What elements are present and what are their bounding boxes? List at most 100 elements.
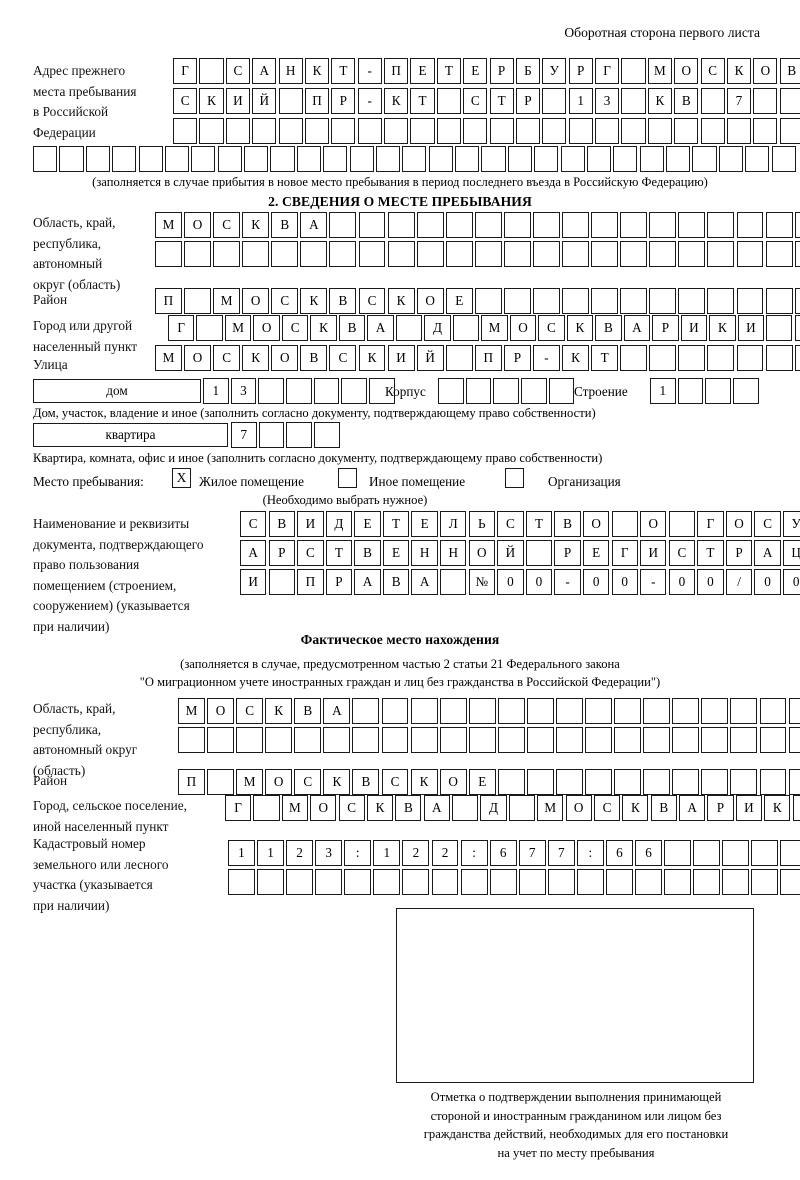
prev-address-row-1-cell-12[interactable]: Р <box>489 58 514 84</box>
section2-street-row-1-cell-18[interactable] <box>678 345 706 371</box>
prev-address-row-4-cell-5[interactable] <box>164 146 190 172</box>
prev-address-row-4-cell-17[interactable] <box>481 146 506 172</box>
prev-address-row-2-cell-16[interactable]: 3 <box>595 88 620 114</box>
cadastral-row-1-cell-9[interactable]: 6 <box>489 840 517 866</box>
flat-number-cells-cell-0[interactable]: 7 <box>231 422 257 448</box>
actual-region-row-1-cell-17[interactable] <box>672 698 700 724</box>
actual-region-row-1-cell-5[interactable]: А <box>323 698 351 724</box>
cadastral-row-1-cell-17[interactable] <box>722 840 750 866</box>
prev-address-row-3-cell-2[interactable] <box>225 118 250 144</box>
section2-region-row-1-cell-18[interactable] <box>678 212 706 238</box>
prev-address-row-2-cell-8[interactable]: К <box>384 88 409 114</box>
prev-address-row-3[interactable] <box>173 118 800 144</box>
cadastral-row-1-cell-11[interactable]: 7 <box>547 840 575 866</box>
cadastral-row-1-cell-14[interactable]: 6 <box>635 840 662 866</box>
section2-city-row-1-cell-17[interactable]: Р <box>652 315 679 341</box>
actual-region-row-1-cell-15[interactable] <box>614 698 642 724</box>
section2-street-row-1-cell-21[interactable] <box>765 345 793 371</box>
prev-address-row-4-cell-3[interactable] <box>112 146 137 172</box>
document-row-2-cell-6[interactable]: Н <box>411 540 438 566</box>
actual-region-row-2-cell-19[interactable] <box>730 727 758 753</box>
actual-region-row-2-cell-7[interactable] <box>381 727 409 753</box>
house-number-cells-cell-6[interactable] <box>369 378 395 404</box>
document-row-3-cell-1[interactable] <box>268 569 295 595</box>
document-row-2-cell-3[interactable]: Т <box>325 540 353 566</box>
actual-region-row-1-cell-10[interactable] <box>468 698 496 724</box>
section2-city-row-1-cell-21[interactable] <box>766 315 793 341</box>
prev-address-row-4-cell-26[interactable] <box>718 146 743 172</box>
stay-option-1-checkbox[interactable] <box>338 468 357 488</box>
prev-address-row-4-cell-12[interactable] <box>349 146 374 172</box>
actual-district-row-1-cell-3[interactable]: О <box>265 769 293 795</box>
section2-district-row-1-cell-9[interactable]: О <box>416 288 444 314</box>
section2-district-row-1-cell-21[interactable] <box>765 288 793 314</box>
prev-address-row-4-cell-28[interactable] <box>771 146 796 172</box>
section2-district-row-1-cell-17[interactable] <box>649 288 677 314</box>
document-row-2-cell-7[interactable]: Н <box>440 540 467 566</box>
document-row-3-cell-12[interactable]: 0 <box>582 569 610 595</box>
cadastral-row-1-cell-13[interactable]: 6 <box>606 840 633 866</box>
prev-address-row-2-cell-4[interactable] <box>278 88 303 114</box>
section2-city-row-1-cell-16[interactable]: А <box>623 315 651 341</box>
actual-region-row-2-cell-5[interactable] <box>323 727 351 753</box>
section2-region-row-2-cell-0[interactable] <box>155 241 182 267</box>
cadastral-row-1-cell-19[interactable] <box>780 840 800 866</box>
section2-street-row-1-cell-2[interactable]: С <box>213 345 241 371</box>
actual-region-row-2-cell-12[interactable] <box>526 727 554 753</box>
cadastral-row-2-cell-10[interactable] <box>518 869 546 895</box>
prev-address-row-4-cell-16[interactable] <box>455 146 480 172</box>
prev-address-row-4-cell-20[interactable] <box>560 146 585 172</box>
prev-address-row-2-cell-12[interactable]: Т <box>489 88 514 114</box>
document-row-2-cell-5[interactable]: Е <box>382 540 410 566</box>
prev-address-row-4-cell-11[interactable] <box>323 146 348 172</box>
flat-number-cells-cell-3[interactable] <box>314 422 340 448</box>
actual-region-row-2-cell-15[interactable] <box>614 727 642 753</box>
actual-region-row-1-cell-18[interactable] <box>701 698 729 724</box>
cadastral-row-2-cell-18[interactable] <box>751 869 779 895</box>
section2-city-row-1-cell-10[interactable] <box>452 315 480 341</box>
cadastral-row-2-cell-12[interactable] <box>576 869 604 895</box>
prev-address-row-2-cell-23[interactable] <box>779 88 800 114</box>
section2-region-row-1-cell-12[interactable] <box>503 212 531 238</box>
prev-address-row-3-cell-3[interactable] <box>252 118 277 144</box>
cadastral-row-1-cell-3[interactable]: 3 <box>315 840 343 866</box>
actual-region-row-2-cell-3[interactable] <box>265 727 293 753</box>
korpus-cells-cell-2[interactable] <box>493 378 519 404</box>
prev-address-row-4-cell-27[interactable] <box>745 146 770 172</box>
section2-district-row-1-cell-2[interactable]: М <box>213 288 241 314</box>
actual-region-row-2-cell-13[interactable] <box>556 727 583 753</box>
korpus-cells-cell-4[interactable] <box>548 378 575 404</box>
actual-region-row-2-cell-9[interactable] <box>439 727 467 753</box>
document-row-2-cell-15[interactable]: С <box>668 540 696 566</box>
prev-address-row-1-cell-2[interactable]: С <box>225 58 250 84</box>
section2-city-row-1-cell-8[interactable] <box>395 315 423 341</box>
document-row-1-cell-1[interactable]: В <box>268 511 295 537</box>
cadastral-row-2-cell-2[interactable] <box>286 869 314 895</box>
flat-number-cells-cell-1[interactable] <box>258 422 285 448</box>
document-row-1-cell-14[interactable]: О <box>640 511 667 537</box>
actual-region-row-1-cell-20[interactable] <box>759 698 787 724</box>
cadastral-row-2-cell-8[interactable] <box>460 869 488 895</box>
prev-address-row-2-cell-0[interactable]: С <box>173 88 198 114</box>
section2-street-row-1-cell-1[interactable]: О <box>184 345 211 371</box>
cadastral-row-2-cell-1[interactable] <box>257 869 284 895</box>
document-row-2-cell-4[interactable]: В <box>354 540 381 566</box>
prev-address-row-4-cell-9[interactable] <box>270 146 295 172</box>
actual-region-row-2-cell-18[interactable] <box>701 727 729 753</box>
actual-district-row-1-cell-12[interactable] <box>526 769 554 795</box>
prev-address-row-1-cell-10[interactable]: Т <box>436 58 461 84</box>
actual-city-row-1-cell-19[interactable]: К <box>764 795 791 821</box>
section2-region-row-2-cell-12[interactable] <box>503 241 531 267</box>
section2-street-row-1-cell-0[interactable]: М <box>155 345 182 371</box>
actual-city-row-1-cell-17[interactable]: Р <box>707 795 734 821</box>
document-row-3-cell-0[interactable]: И <box>240 569 267 595</box>
actual-district-row-1-cell-17[interactable] <box>672 769 700 795</box>
cadastral-row-2-cell-19[interactable] <box>780 869 800 895</box>
actual-city-row-1-cell-10[interactable] <box>508 795 535 821</box>
prev-address-row-4-cell-4[interactable] <box>138 146 163 172</box>
section2-region-row-1-cell-19[interactable] <box>707 212 735 238</box>
prev-address-row-2-cell-2[interactable]: И <box>225 88 250 114</box>
actual-city-row-1-cell-5[interactable]: К <box>366 795 394 821</box>
